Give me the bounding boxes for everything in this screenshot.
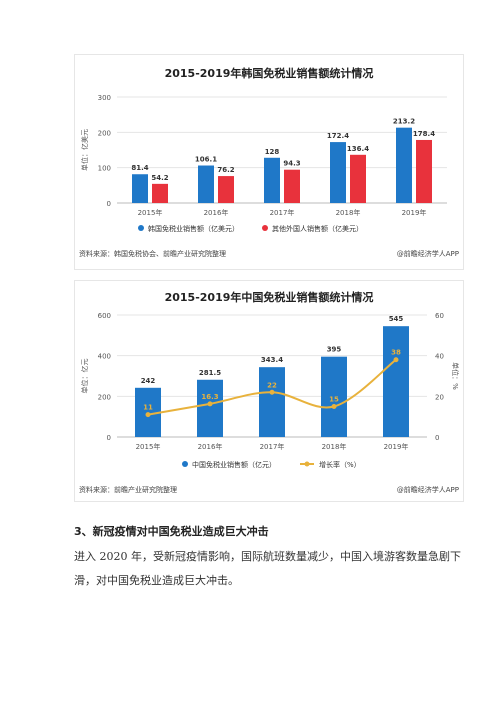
y-axis-label: 单位：亿元 — [80, 359, 89, 394]
source-note: 资料来源：韩国免税协会、前瞻产业研究院整理 — [79, 249, 226, 258]
paragraph-line: 滑，对中国免税业造成巨大冲击。 — [74, 574, 239, 587]
x-tick-label: 2017年 — [270, 208, 295, 217]
bar — [197, 379, 223, 437]
data-label: 178.4 — [413, 130, 435, 138]
bar — [152, 183, 168, 203]
bar — [198, 165, 214, 203]
bar — [284, 169, 300, 203]
data-label: 128 — [265, 148, 280, 156]
legend-marker — [182, 461, 188, 467]
bar — [350, 154, 366, 203]
line-data-label: 15 — [329, 396, 339, 404]
y2-tick-label: 20 — [435, 393, 444, 401]
legend-label: 韩国免税业销售额（亿美元） — [148, 224, 239, 233]
data-label: 213.2 — [393, 118, 415, 126]
bar — [321, 356, 347, 437]
line-data-label: 38 — [391, 349, 401, 357]
korea-duty-free-chart: 2015-2019年韩国免税业销售额统计情况 0 100 200 300 单位：亿美元 20… — [74, 54, 464, 270]
legend-marker — [138, 225, 144, 231]
data-label: 54.2 — [151, 174, 168, 182]
x-tick-label: 2019年 — [402, 208, 427, 217]
line-data-label: 11 — [143, 404, 153, 412]
bar — [259, 367, 285, 437]
credit-note: @前瞻经济学人APP — [397, 249, 459, 258]
legend-marker — [262, 225, 268, 231]
x-tick-label: 2015年 — [136, 442, 161, 451]
y2-tick-label: 0 — [435, 434, 439, 442]
data-label: 343.4 — [261, 356, 283, 364]
y-tick-label: 100 — [98, 165, 111, 173]
x-tick-label: 2016年 — [198, 442, 223, 451]
x-tick-label: 2018年 — [322, 442, 347, 451]
bar — [330, 142, 346, 203]
y-tick-label: 200 — [98, 393, 111, 401]
y-tick-label: 300 — [98, 94, 111, 102]
line-data-label: 22 — [267, 381, 277, 389]
y2-axis-label: 单位：% — [451, 362, 460, 390]
bar — [396, 127, 412, 203]
bar — [218, 176, 234, 203]
y-tick-label: 0 — [107, 434, 111, 442]
bar — [264, 157, 280, 203]
data-label: 94.3 — [283, 160, 300, 168]
korea-chart-svg: 2015-2019年韩国免税业销售额统计情况 0 100 200 300 单位：亿美元 20… — [79, 66, 459, 258]
y-tick-label: 600 — [98, 312, 111, 320]
data-label: 281.5 — [199, 369, 221, 377]
china-chart-svg: 2015-2019年中国免税业销售额统计情况 0 200 400 600 0 20 40 60 单… — [79, 290, 460, 494]
legend-label: 增长率（%） — [319, 460, 361, 469]
line-point — [145, 412, 151, 418]
x-tick-label: 2018年 — [336, 208, 361, 217]
section-heading: 3、新冠疫情对中国免税业造成巨大冲击 — [74, 525, 269, 538]
data-label: 136.4 — [347, 145, 369, 153]
y2-tick-label: 40 — [435, 353, 444, 361]
legend-label: 其他外国人销售额（亿美元） — [272, 224, 363, 233]
x-tick-label: 2019年 — [384, 442, 409, 451]
line-point — [269, 389, 275, 395]
data-label: 545 — [389, 315, 404, 323]
y-tick-label: 200 — [98, 129, 111, 137]
chart-title: 2015-2019年中国免税业销售额统计情况 — [165, 290, 374, 304]
data-label: 81.4 — [131, 164, 148, 172]
legend-marker — [304, 461, 310, 467]
y-axis-label: 单位：亿美元 — [80, 129, 89, 171]
chart-title: 2015-2019年韩国免税业销售额统计情况 — [165, 66, 374, 80]
paragraph-line: 进入 2020 年，受新冠疫情影响，国际航班数量减少，中国入境游客数量急剧下 — [74, 550, 461, 563]
y-tick-label: 400 — [98, 353, 111, 361]
bar — [416, 139, 432, 203]
data-label: 242 — [141, 377, 156, 385]
section-paragraph: 进入 2020 年，受新冠疫情影响，国际航班数量减少，中国入境游客数量急剧下 滑… — [74, 545, 461, 593]
data-label: 106.1 — [195, 156, 217, 164]
data-label: 76.2 — [217, 166, 234, 174]
x-tick-label: 2016年 — [204, 208, 229, 217]
legend-label: 中国免税业销售额（亿元） — [192, 460, 276, 469]
line-point — [331, 404, 337, 409]
credit-note: @前瞻经济学人APP — [397, 485, 459, 494]
source-note: 资料来源：前瞻产业研究院整理 — [79, 485, 177, 494]
line-data-label: 16.3 — [201, 393, 218, 401]
x-tick-label: 2015年 — [138, 208, 163, 217]
data-label: 395 — [327, 346, 342, 354]
y2-tick-label: 60 — [435, 312, 444, 320]
china-duty-free-chart: 2015-2019年中国免税业销售额统计情况 0 200 400 600 0 20 40 60 单… — [74, 280, 464, 502]
y-tick-label: 0 — [107, 200, 111, 208]
x-tick-label: 2017年 — [260, 442, 285, 451]
bar — [383, 326, 409, 437]
data-label: 172.4 — [327, 132, 349, 140]
line-point — [393, 357, 399, 363]
bar — [132, 174, 148, 203]
line-point — [207, 401, 213, 407]
